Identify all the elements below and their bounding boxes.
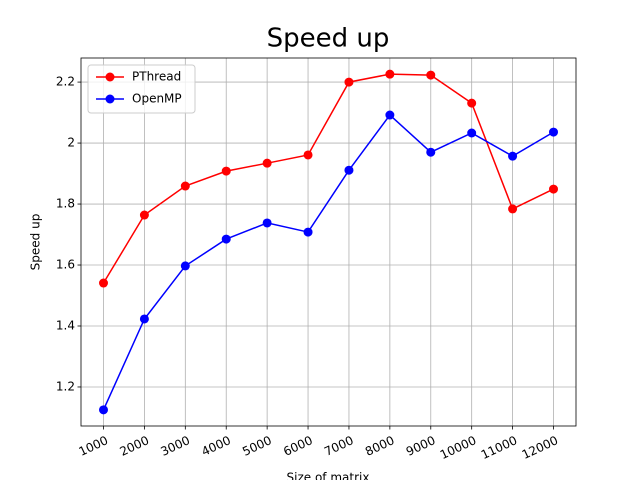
x-tick-label: 8000	[363, 433, 397, 459]
y-tick-label: 1.4	[56, 318, 75, 332]
x-tick-label: 11000	[479, 433, 520, 462]
x-tick-label: 12000	[520, 433, 561, 462]
x-tick-label: 2000	[118, 433, 152, 459]
chart-title: Speed up	[267, 24, 390, 54]
data-point	[180, 181, 190, 191]
data-point	[262, 218, 272, 228]
y-axis-label: Speed up	[29, 214, 43, 271]
data-point	[99, 405, 108, 415]
data-point	[467, 98, 477, 108]
data-point	[139, 210, 149, 220]
data-point	[139, 314, 149, 324]
data-point	[344, 165, 354, 175]
series-line	[102, 113, 554, 411]
x-tick-label: 10000	[438, 433, 479, 462]
legend-label: OpenMP	[132, 92, 182, 106]
data-point	[426, 147, 436, 157]
x-tick-label: 9000	[404, 433, 438, 459]
data-point	[508, 204, 518, 214]
y-tick-label: 2	[67, 136, 75, 150]
y-tick-label: 1.2	[56, 379, 75, 393]
data-point	[508, 151, 518, 161]
data-point	[221, 166, 231, 176]
data-point	[344, 77, 354, 87]
y-tick-label: 1.6	[56, 258, 75, 272]
data-point	[99, 278, 108, 288]
data-point	[549, 184, 558, 194]
data-point	[262, 158, 272, 168]
legend-marker	[105, 72, 115, 82]
series-line	[102, 73, 554, 284]
data-point	[303, 227, 313, 237]
x-tick-label: 1000	[77, 433, 111, 459]
x-tick-label: 3000	[158, 433, 192, 459]
y-tick-label: 2.2	[56, 75, 75, 89]
plot-frame	[80, 57, 577, 427]
data-point	[221, 234, 231, 244]
x-tick-label: 4000	[199, 433, 233, 459]
legend-label: PThread	[132, 70, 181, 84]
data-point	[303, 150, 313, 160]
y-tick-label: 1.8	[56, 197, 75, 211]
data-point	[385, 69, 395, 79]
data-point	[385, 110, 395, 120]
x-tick-label: 7000	[322, 433, 356, 459]
x-tick-label: 6000	[281, 433, 315, 459]
data-point	[549, 127, 558, 137]
data-point	[467, 128, 477, 138]
x-axis-label: Size of matrix	[287, 471, 370, 480]
x-tick-label: 5000	[240, 433, 274, 459]
data-point	[180, 261, 190, 271]
data-point	[426, 70, 436, 80]
legend-marker	[105, 94, 115, 104]
